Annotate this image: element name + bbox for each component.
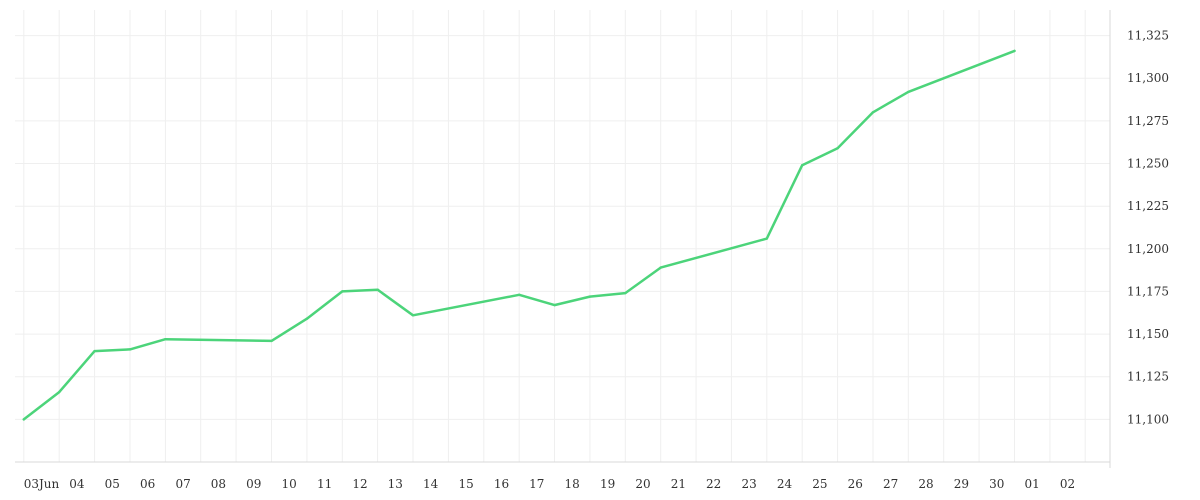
x-tick-label: 05	[105, 477, 120, 491]
data-point	[270, 339, 273, 343]
y-tick-label: 11,200	[1127, 242, 1169, 256]
data-point	[907, 90, 910, 94]
x-tick-label: 22	[706, 477, 721, 491]
x-tick-label: 29	[954, 477, 969, 491]
data-point	[341, 290, 344, 293]
y-tick-label: 11,125	[1127, 370, 1169, 384]
y-tick-label: 11,300	[1127, 71, 1169, 85]
x-tick-label: 26	[848, 477, 863, 491]
data-point	[624, 291, 627, 295]
x-tick-label: 01	[1025, 477, 1040, 491]
x-tick-label: 15	[458, 477, 473, 491]
x-tick-label: 27	[883, 477, 898, 491]
x-tick-label: 18	[565, 477, 580, 491]
x-tick-label: 13	[388, 477, 403, 491]
data-point	[1013, 49, 1016, 53]
y-tick-label: 11,250	[1127, 157, 1169, 171]
x-tick-label: 09	[246, 477, 261, 491]
series-layer	[22, 49, 1016, 421]
axes	[15, 10, 1111, 468]
data-point	[871, 111, 875, 114]
x-tick-label: 12	[352, 477, 367, 491]
x-tick-label: 08	[211, 477, 226, 491]
y-tick-label: 11,150	[1127, 327, 1169, 341]
x-tick-label: 07	[175, 477, 190, 491]
y-tick-label: 11,275	[1127, 114, 1169, 128]
x-tick-label: 06	[140, 477, 155, 491]
x-tick-label: 16	[494, 477, 509, 491]
data-point	[305, 317, 309, 320]
x-tick-label: 21	[671, 477, 686, 491]
data-point	[128, 348, 132, 351]
data-point	[659, 266, 662, 269]
data-point	[58, 390, 61, 394]
y-tick-label: 11,325	[1127, 29, 1169, 43]
data-point	[93, 349, 96, 353]
x-tick-label: 30	[989, 477, 1004, 491]
data-point	[376, 288, 379, 291]
data-point	[164, 338, 167, 341]
y-tick-label: 11,225	[1127, 199, 1169, 213]
data-point	[553, 303, 556, 307]
x-tick-label: 04	[69, 477, 85, 491]
data-point	[518, 293, 521, 296]
x-tick-label: 24	[777, 477, 793, 491]
y-tick-label: 11,175	[1127, 284, 1169, 298]
data-point	[588, 295, 592, 298]
x-tick-label: 14	[423, 477, 439, 491]
x-tick-label: 17	[529, 477, 544, 491]
data-point	[836, 147, 839, 150]
data-point	[22, 418, 25, 421]
grid	[15, 10, 1110, 462]
x-tick-label: 25	[812, 477, 827, 491]
x-tick-label: 02	[1060, 477, 1075, 491]
data-point	[765, 237, 768, 240]
x-tick-label: 28	[918, 477, 933, 491]
tick-labels: 11,100 11,125 11,150 11,175 11,200 11,225 11,2…	[24, 29, 1169, 491]
x-tick-label: 03Jun	[24, 477, 60, 491]
x-tick-label: 20	[635, 477, 650, 491]
y-tick-label: 11,100	[1127, 412, 1169, 426]
data-point	[411, 314, 415, 317]
data-point	[801, 164, 804, 167]
x-tick-label: 10	[282, 477, 297, 491]
x-tick-label: 19	[600, 477, 615, 491]
x-tick-label: 11	[317, 477, 332, 491]
x-tick-label: 23	[741, 477, 756, 491]
